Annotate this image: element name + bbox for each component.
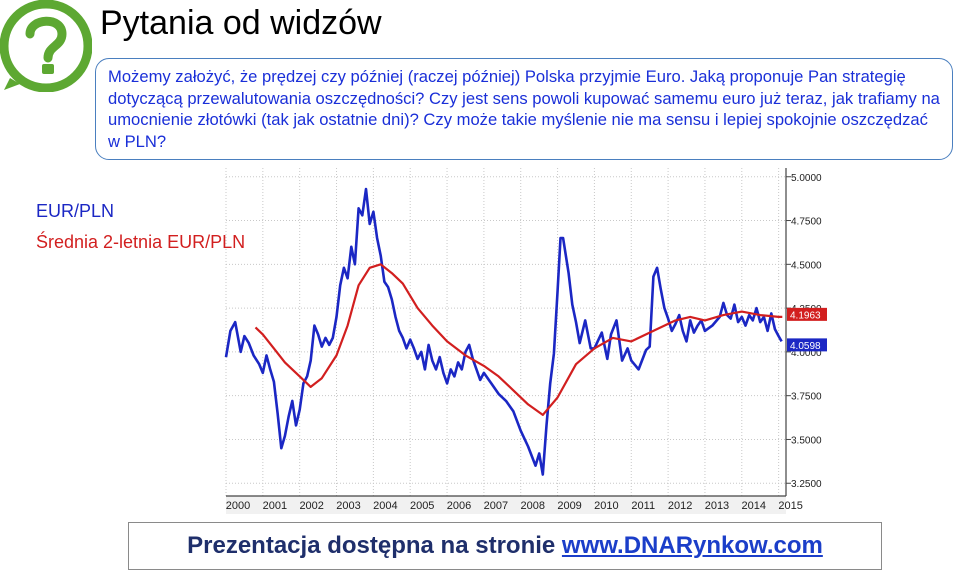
x-tick-label: 2012: [668, 500, 692, 512]
page-title: Pytania od widzów: [100, 4, 382, 42]
x-tick-label: 2010: [594, 500, 618, 512]
y-tick-label: 3.5000: [791, 435, 822, 446]
x-tick-label: 2006: [447, 500, 471, 512]
question-text: Możemy założyć, że prędzej czy później (…: [108, 67, 940, 151]
y-tick-label: 3.2500: [791, 479, 822, 490]
footer-link[interactable]: www.DNARynkow.com: [561, 532, 823, 559]
y-tick-label: 4.0000: [791, 348, 822, 359]
legend-eurpln: EUR/PLN: [36, 201, 115, 221]
last-value-label: 4.0598: [790, 341, 821, 352]
legend-average: Średnia 2-letnia EUR/PLN: [36, 232, 246, 252]
question-logo-icon: [0, 0, 92, 92]
question-box: Możemy założyć, że prędzej czy później (…: [95, 58, 953, 160]
x-tick-label: 2008: [520, 500, 544, 512]
x-tick-label: 2005: [410, 500, 434, 512]
y-tick-label: 3.7500: [791, 392, 822, 403]
x-tick-label: 2000: [226, 500, 250, 512]
chart-legend: EUR/PLN Średnia 2-letnia EUR/PLN: [36, 200, 245, 253]
y-tick-label: 4.5000: [791, 260, 822, 271]
footer-text: Prezentacja dostępna na stronie: [187, 532, 562, 559]
y-tick-label: 4.7500: [791, 217, 822, 228]
x-tick-label: 2009: [557, 500, 581, 512]
last-value-label: 4.1963: [790, 310, 821, 321]
x-tick-label: 2013: [705, 500, 729, 512]
x-tick-label: 2007: [484, 500, 508, 512]
x-tick-label: 2004: [373, 500, 397, 512]
x-tick-label: 2014: [742, 500, 766, 512]
x-tick-label: 2011: [631, 500, 655, 512]
series-line-average: [254, 263, 783, 416]
x-tick-label: 2003: [336, 500, 360, 512]
x-tick-label: 2002: [299, 500, 323, 512]
last-value-box: [787, 338, 827, 352]
x-axis-band: [226, 496, 786, 514]
last-value-box: [787, 307, 827, 321]
footer-box: Prezentacja dostępna na stronie www.DNAR…: [128, 522, 882, 570]
y-tick-label: 5.0000: [791, 173, 822, 184]
x-tick-label: 2001: [263, 500, 287, 512]
x-tick-label: 2015: [778, 500, 802, 512]
series-line-eurpln: [224, 187, 783, 476]
